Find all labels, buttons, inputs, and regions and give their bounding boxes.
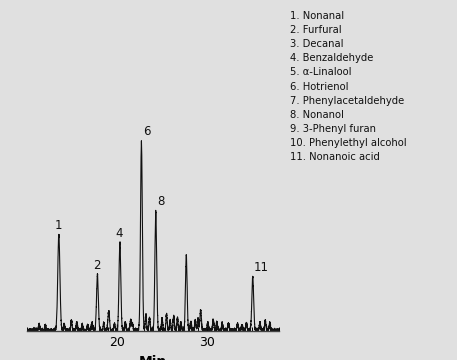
Text: 2: 2 xyxy=(93,258,101,271)
Text: 6: 6 xyxy=(143,125,151,138)
Text: 1. Nonanal
2. Furfural
3. Decanal
4. Benzaldehyde
5. α-Linalool
6. Hotrienol
7. : 1. Nonanal 2. Furfural 3. Decanal 4. Ben… xyxy=(290,11,407,162)
X-axis label: Min: Min xyxy=(139,355,167,360)
Text: 11: 11 xyxy=(254,261,269,274)
Text: 8: 8 xyxy=(157,195,165,208)
Text: 1: 1 xyxy=(54,219,62,232)
Text: 4: 4 xyxy=(116,227,123,240)
